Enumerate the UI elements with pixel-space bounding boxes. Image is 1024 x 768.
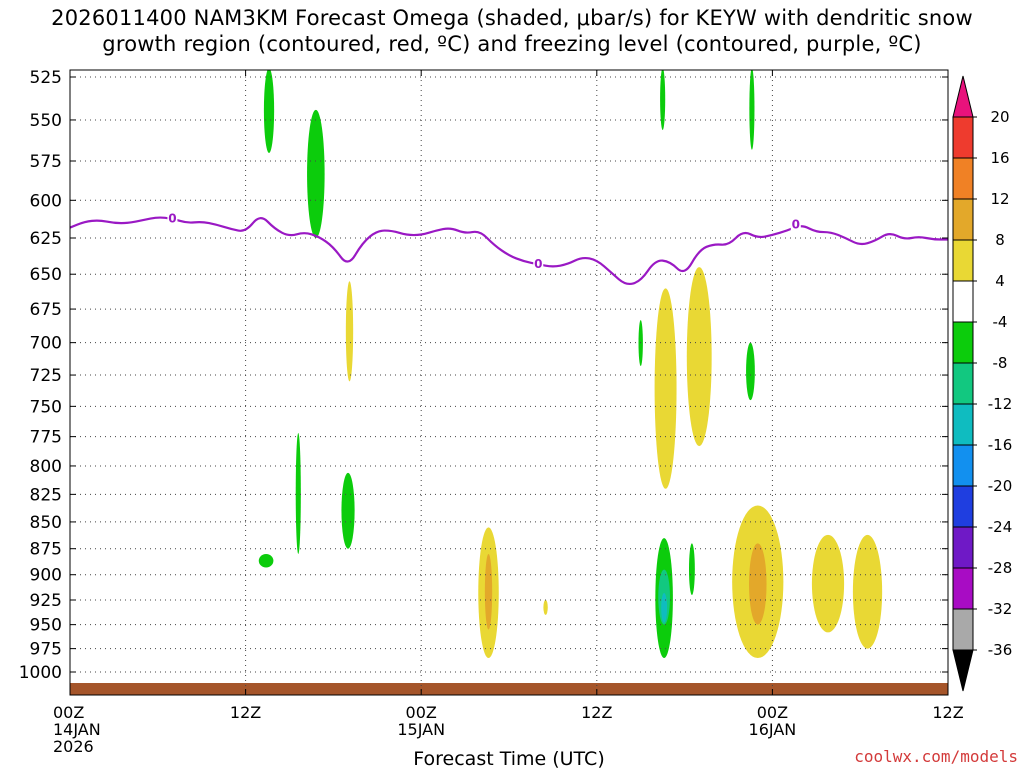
y-tick-label: 750	[30, 397, 62, 417]
omega-region-2	[660, 70, 666, 130]
freezing-level-line	[70, 216, 948, 286]
colorbar-segment	[952, 239, 974, 282]
y-tick-label: 850	[30, 513, 62, 533]
terrain-layer	[70, 683, 948, 695]
x-tick-label: 00Z	[406, 703, 437, 722]
omega-region-9	[295, 433, 301, 554]
colorbar-label: 16	[990, 149, 1009, 167]
x-tick-label: 2026	[53, 737, 94, 756]
y-tick-label: 650	[30, 265, 62, 285]
chart-title-line-2: growth region (contoured, red, ºC) and f…	[102, 32, 922, 56]
omega-region-21	[811, 534, 845, 633]
colorbar-label: 20	[990, 108, 1009, 126]
colorbar-label: 8	[995, 231, 1005, 249]
colorbar-segment	[952, 526, 974, 569]
colorbar-segment	[952, 608, 974, 651]
omega-region-10	[341, 472, 355, 549]
colorbar-label: 12	[990, 190, 1009, 208]
y-tick-label: 775	[30, 428, 62, 448]
freezing-level-label: 0	[168, 212, 176, 226]
y-tick-label: 550	[30, 111, 62, 131]
colorbar-segment	[952, 485, 974, 528]
colorbar-label: -12	[988, 395, 1013, 413]
y-axis: 525 550 575 600 625 650 675 700 725 750 775 800 825 8…	[19, 68, 948, 683]
colorbar-label: -32	[988, 600, 1013, 618]
x-tick-label: 14JAN	[53, 720, 101, 739]
terrain-fill	[70, 683, 948, 695]
colorbar-segment	[952, 567, 974, 610]
credit-text: coolwx.com/models	[854, 747, 1018, 766]
x-axis-label: Forecast Time (UTC)	[413, 748, 604, 768]
y-tick-label: 600	[30, 191, 62, 211]
y-tick-label: 575	[30, 152, 62, 172]
colorbar-top-arrow	[952, 75, 974, 118]
y-tick-label: 700	[30, 334, 62, 354]
omega-region-6	[654, 288, 677, 489]
colorbar-segment	[952, 362, 974, 405]
colorbar-segment	[952, 116, 974, 159]
grid-layer	[70, 70, 948, 695]
y-tick-label: 1000	[19, 663, 62, 683]
colorbar-label: -24	[988, 518, 1013, 536]
y-tick-label: 625	[30, 229, 62, 249]
y-tick-label: 925	[30, 591, 62, 611]
omega-region-18	[688, 543, 695, 596]
omega-region-3	[749, 70, 755, 150]
omega-region-0	[263, 70, 275, 153]
omega-region-13	[484, 553, 493, 630]
x-tick-label: 00Z	[53, 703, 84, 722]
y-tick-label: 900	[30, 566, 62, 586]
colorbar-label: -36	[988, 641, 1013, 659]
colorbar-segment	[952, 321, 974, 364]
omega-region-8	[746, 342, 755, 401]
omega-region-1	[307, 109, 325, 238]
colorbar-bottom-arrow	[952, 649, 974, 692]
colorbar-label: -4	[993, 313, 1008, 331]
colorbar-segment	[952, 403, 974, 446]
omega-shading-layer	[258, 70, 883, 659]
chart-title-line-1: 2026011400 NAM3KM Forecast Omega (shaded…	[51, 6, 973, 30]
y-tick-label: 725	[30, 366, 62, 386]
freezing-label-bg	[533, 256, 544, 271]
omega-region-17	[661, 592, 668, 623]
y-tick-label: 825	[30, 485, 62, 505]
x-tick-label: 15JAN	[397, 720, 445, 739]
y-tick-label: 875	[30, 540, 62, 560]
colorbar-label: -20	[988, 477, 1013, 495]
omega-region-22	[852, 534, 883, 649]
colorbar-segment	[952, 280, 974, 323]
omega-region-20	[748, 543, 767, 625]
x-tick-label: 12Z	[932, 703, 963, 722]
colorbar-segment	[952, 198, 974, 241]
colorbar-label: 4	[995, 272, 1005, 290]
freezing-level-layer: 0 0 0	[70, 210, 948, 286]
x-tick-label: 00Z	[757, 703, 788, 722]
omega-region-4	[345, 281, 354, 382]
freezing-level-label: 0	[534, 257, 542, 271]
colorbar-segment	[952, 157, 974, 200]
freezing-label-bg	[167, 210, 178, 225]
omega-region-11	[258, 553, 274, 568]
y-tick-label: 800	[30, 457, 62, 477]
x-tick-label: 12Z	[581, 703, 612, 722]
colorbar-segment	[952, 444, 974, 487]
x-tick-label: 12Z	[230, 703, 261, 722]
omega-region-7	[686, 267, 712, 447]
x-tick-label: 16JAN	[749, 720, 797, 739]
colorbar-label: -8	[993, 354, 1008, 372]
y-tick-label: 525	[30, 68, 62, 88]
plot-frame	[69, 69, 949, 696]
colorbar-label: -16	[988, 436, 1013, 454]
freezing-level-label: 0	[792, 218, 800, 232]
colorbar: 20 16 12 8 4 -4 -8 -12 -16 -20 -24 -28 -32 -36	[952, 75, 1013, 692]
freezing-label-bg	[790, 216, 801, 231]
colorbar-label: -28	[988, 559, 1013, 577]
y-tick-label: 950	[30, 616, 62, 636]
y-tick-label: 675	[30, 300, 62, 320]
y-tick-label: 975	[30, 640, 62, 660]
omega-region-14	[543, 600, 548, 615]
